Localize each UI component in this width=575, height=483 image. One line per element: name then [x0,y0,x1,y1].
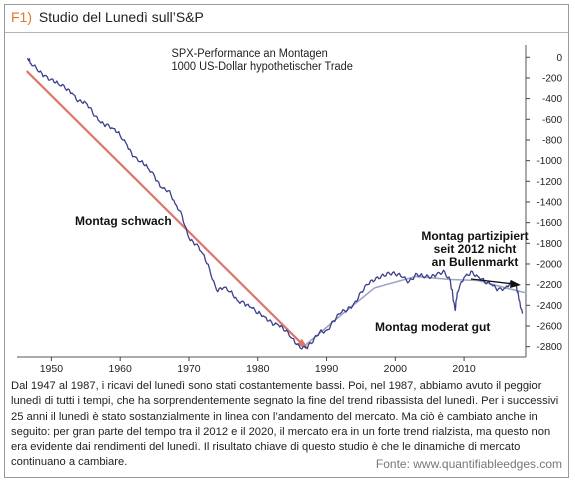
y-tick-label: -1600 [536,218,562,229]
figure-caption: Dal 1947 al 1987, i ricavi del lunedì so… [11,380,559,469]
y-tick-label: -600 [542,115,562,126]
x-tick-label: 1970 [177,363,201,375]
annotation-partizipiert-line: an Bullenmarkt [432,255,519,269]
y-tick-label: -800 [542,135,562,146]
y-tick-label: -2400 [536,301,562,312]
annotation-montag-schwach: Montag schwach [75,214,172,228]
series-layer [26,57,524,350]
montag-schwach-trend [26,70,307,349]
annotation-arrow [470,278,515,285]
annotation-arrowhead [510,280,521,288]
x-tick-label: 2010 [452,363,476,375]
annotation-montag-moderat-gut: Montag moderat gut [375,320,490,334]
x-tick-label: 2000 [384,363,408,375]
y-tick-label: -2800 [536,342,562,353]
x-tick-label: 1990 [315,363,339,375]
trend-layer [26,70,527,350]
axes-layer: 1950 1960 1970 1980 1990 2000 2010 0 -200 -400 -60… [17,45,562,375]
x-tick-label: 1950 [40,363,64,375]
y-tick-label: -200 [542,73,562,84]
annotation-layer: Montag schwach Montag moderat gut Montag p… [75,214,529,334]
figure-card: F1) Studio del Lunedì sull’S&P 1950 1960 1… [4,4,569,478]
performance-chart: 1950 1960 1970 1980 1990 2000 2010 0 -200 -400 -60… [17,45,562,375]
figure-header: F1) Studio del Lunedì sull’S&P [11,9,204,25]
y-tick-label: -2200 [536,280,562,291]
chart-title-line: 1000 US-Dollar hypothetischer Trade [172,61,353,73]
x-tick-label: 1980 [246,363,270,375]
figure-number: F1) [11,9,32,25]
y-tick-label: -2000 [536,259,562,270]
series-line [26,57,524,350]
figure-title: Studio del Lunedì sull’S&P [38,9,204,25]
y-tick-label: -2600 [536,321,562,332]
y-tick-label: -400 [542,94,562,105]
annotation-partizipiert-line: Montag partizipiert [421,229,528,243]
source-credit: Fonte: www.quantifiableedges.com [375,457,562,471]
y-tick-label: -1200 [536,177,562,188]
y-tick-label: 0 [556,53,562,64]
y-tick-label: -1000 [536,156,562,167]
y-tick-label: -1400 [536,197,562,208]
x-tick-label: 1960 [108,363,132,375]
y-tick-label: -1800 [536,239,562,250]
header-divider [5,32,568,33]
annotation-partizipiert-line: seit 2012 nicht [434,242,517,256]
chart-title-line: SPX-Performance an Montagen [172,48,328,60]
